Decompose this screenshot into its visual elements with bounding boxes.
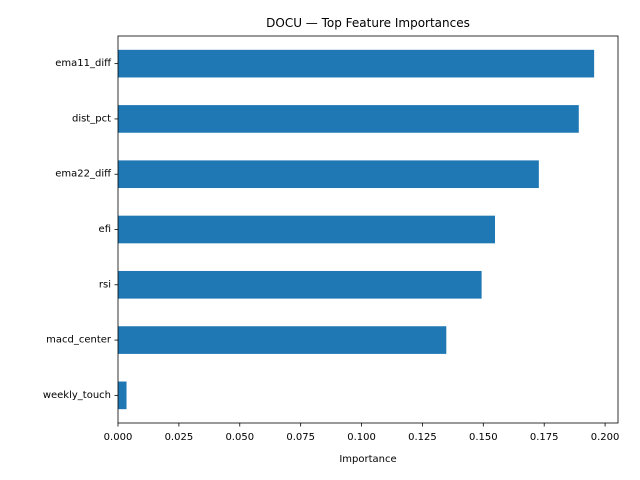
- y-tick-label: rsi: [99, 279, 111, 290]
- y-tick-label: ema22_diff: [55, 169, 112, 180]
- bar-weekly_touch: [118, 381, 127, 410]
- y-tick-label: ema11_diff: [55, 58, 112, 69]
- bar-rsi: [118, 270, 482, 299]
- x-tick-label: 0.125: [408, 432, 437, 443]
- plot-frame: [117, 35, 619, 424]
- chart-title: DOCU — Top Feature Importances: [266, 16, 470, 30]
- x-tick-label: 0.075: [286, 432, 315, 443]
- x-tick-label: 0.025: [165, 432, 194, 443]
- x-tick-label: 0.000: [104, 432, 133, 443]
- x-axis-title: Importance: [339, 454, 396, 465]
- y-tick-label: macd_center: [46, 335, 112, 346]
- y-tick-label: dist_pct: [72, 113, 111, 124]
- x-tick-label: 0.150: [469, 432, 498, 443]
- bar-dist_pct: [118, 105, 579, 133]
- bars-group: [118, 49, 595, 410]
- bar-macd_center: [118, 326, 447, 354]
- bar-ema22_diff: [118, 160, 539, 189]
- x-tick-label: 0.200: [591, 432, 620, 443]
- bar-ema11_diff: [118, 49, 595, 78]
- x-tick-label: 0.175: [530, 432, 559, 443]
- x-tick-label: 0.050: [225, 432, 254, 443]
- y-tick-label: efi: [99, 224, 111, 235]
- y-tick-label: weekly_touch: [43, 390, 111, 401]
- x-axis-ticks: 0.000 0.025 0.050 0.075 0.100 0.125 0.150 0.175…: [104, 423, 620, 443]
- bar-efi: [118, 215, 496, 244]
- x-tick-label: 0.100: [347, 432, 376, 443]
